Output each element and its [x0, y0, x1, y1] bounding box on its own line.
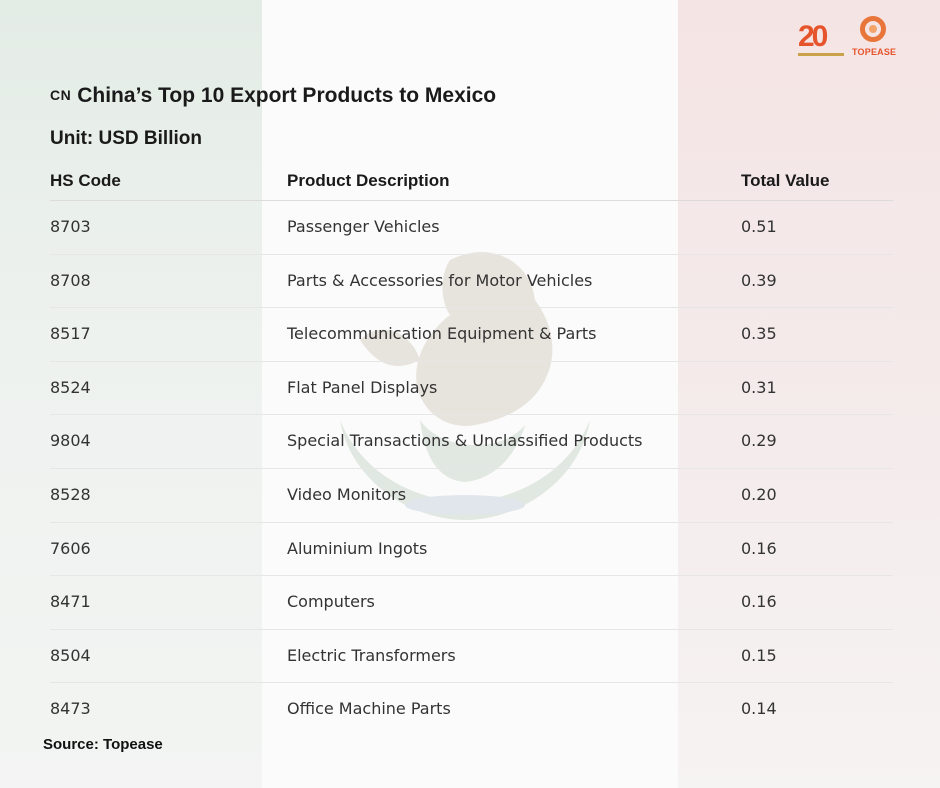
column-header-hs-code: HS Code: [50, 171, 121, 190]
table-row: 8524 Flat Panel Displays 0.31: [50, 362, 893, 416]
table-row: 8504 Electric Transformers 0.15: [50, 630, 893, 684]
total-value-cell: 0.39: [741, 270, 777, 290]
description-cell: Telecommunication Equipment & Parts: [287, 324, 597, 344]
total-value-cell: 0.51: [741, 217, 777, 236]
total-value-cell: 0.16: [741, 538, 777, 558]
hs-code-cell: 8504: [50, 645, 91, 665]
hs-code-cell: 8471: [50, 592, 91, 612]
flag-code: CN: [50, 87, 72, 103]
flag-white-band: [262, 0, 678, 788]
hs-code-cell: 7606: [50, 538, 91, 558]
description-cell: Electric Transformers: [287, 645, 456, 665]
table-row: 8708 Parts & Accessories for Motor Vehicl…: [50, 255, 893, 309]
unit-label: Unit: USD Billion: [50, 128, 202, 149]
total-value-cell: 0.29: [741, 431, 777, 451]
column-header-description: Product Description: [287, 171, 450, 190]
description-cell: Office Machine Parts: [287, 699, 451, 719]
table-row: 8517 Telecommunication Equipment & Parts 0…: [50, 308, 893, 362]
source-note: Source: Topease: [43, 736, 163, 753]
table-row: 7606 Aluminium Ingots 0.16: [50, 523, 893, 577]
hs-code-cell: 8528: [50, 484, 91, 504]
description-cell: Computers: [287, 592, 375, 612]
hs-code-cell: 8703: [50, 217, 91, 236]
table-row: 8528 Video Monitors 0.20: [50, 469, 893, 523]
export-table: HS Code Product Description Total Value …: [50, 160, 893, 736]
description-cell: Flat Panel Displays: [287, 377, 438, 397]
description-cell: Parts & Accessories for Motor Vehicles: [287, 270, 593, 290]
hs-code-cell: 8708: [50, 270, 91, 290]
description-cell: Special Transactions & Unclassified Prod…: [287, 431, 643, 451]
table-row: 9804 Special Transactions & Unclassified …: [50, 415, 893, 469]
page-title-text: China’s Top 10 Export Products to Mexico: [77, 84, 497, 107]
hs-code-cell: 9804: [50, 431, 91, 451]
description-cell: Passenger Vehicles: [287, 217, 440, 236]
mexico-eagle-emblem-icon: [340, 252, 590, 520]
description-cell: Aluminium Ingots: [287, 538, 428, 558]
table-row: 8471 Computers 0.16: [50, 576, 893, 630]
page-title: CN China’s Top 10 Export Products to Mexi…: [50, 84, 496, 108]
table-body: 8703 Passenger Vehicles 0.51 8708 Parts & Ac…: [50, 201, 893, 736]
flag-red-band: [678, 0, 940, 788]
anniversary-number: 20: [798, 20, 828, 53]
table-row: 8703 Passenger Vehicles 0.51: [50, 201, 893, 255]
anniversary-logo: 20: [798, 20, 844, 58]
total-value-cell: 0.20: [741, 484, 777, 504]
total-value-cell: 0.14: [741, 699, 777, 719]
table-row: 8473 Office Machine Parts 0.14: [50, 683, 893, 736]
table-header: HS Code Product Description Total Value: [50, 160, 893, 201]
total-value-cell: 0.15: [741, 645, 777, 665]
hs-code-cell: 8524: [50, 377, 91, 397]
anniversary-underline: [798, 53, 844, 56]
hs-code-cell: 8473: [50, 699, 91, 719]
flag-green-band: [0, 0, 262, 788]
topease-wordmark: TOPEASE: [852, 47, 897, 57]
topease-logo: TOPEASE: [852, 16, 896, 62]
total-value-cell: 0.35: [741, 324, 777, 344]
total-value-cell: 0.31: [741, 377, 777, 397]
column-header-total-value: Total Value: [741, 171, 830, 190]
total-value-cell: 0.16: [741, 592, 777, 612]
description-cell: Video Monitors: [287, 484, 407, 504]
hs-code-cell: 8517: [50, 324, 91, 344]
topease-ring-icon: [860, 16, 886, 42]
